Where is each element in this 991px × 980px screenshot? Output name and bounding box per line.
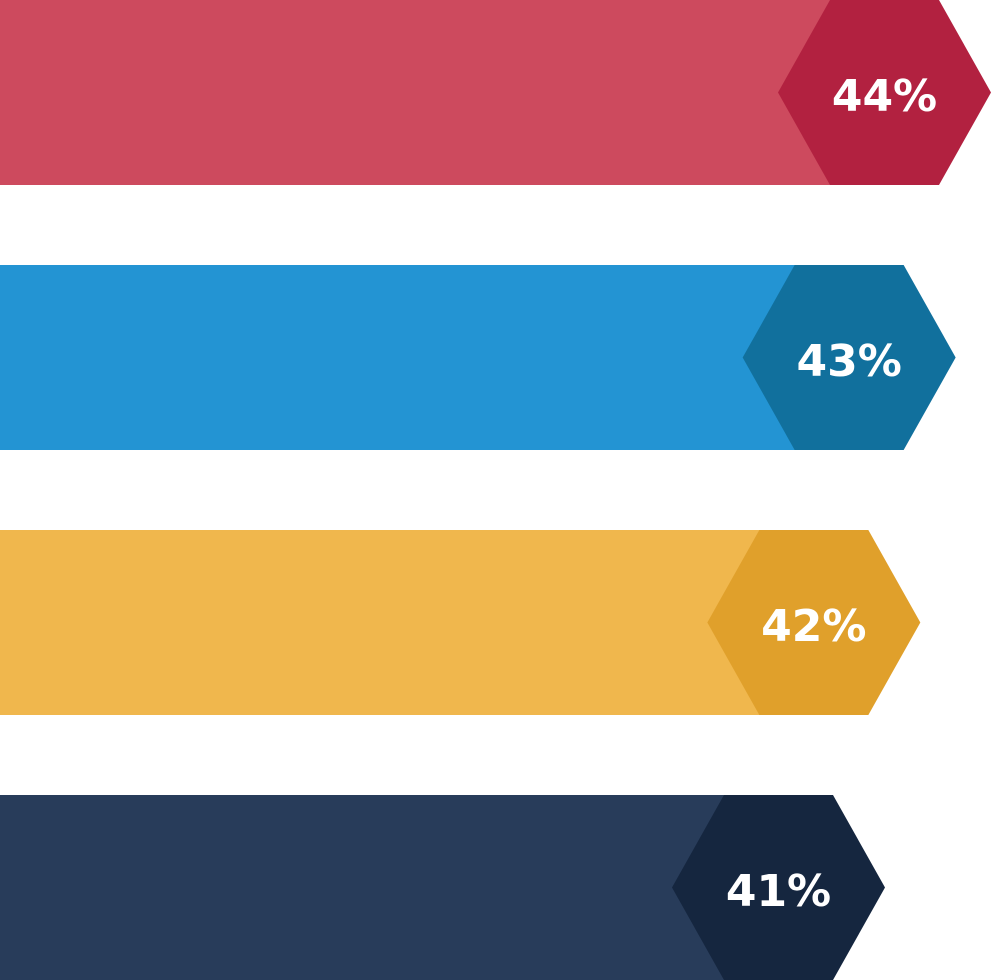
value-badge: [778, 0, 991, 185]
value-label: 42%: [761, 601, 866, 652]
value-badge: [742, 265, 956, 450]
value-badge: [707, 530, 921, 715]
value-label: 41%: [726, 866, 831, 917]
value-badge: [672, 795, 885, 980]
bar: [0, 265, 796, 450]
value-label: 44%: [832, 71, 937, 122]
bar: [0, 0, 831, 185]
value-label: 43%: [797, 336, 902, 387]
bar: [0, 795, 725, 980]
bar: [0, 530, 761, 715]
